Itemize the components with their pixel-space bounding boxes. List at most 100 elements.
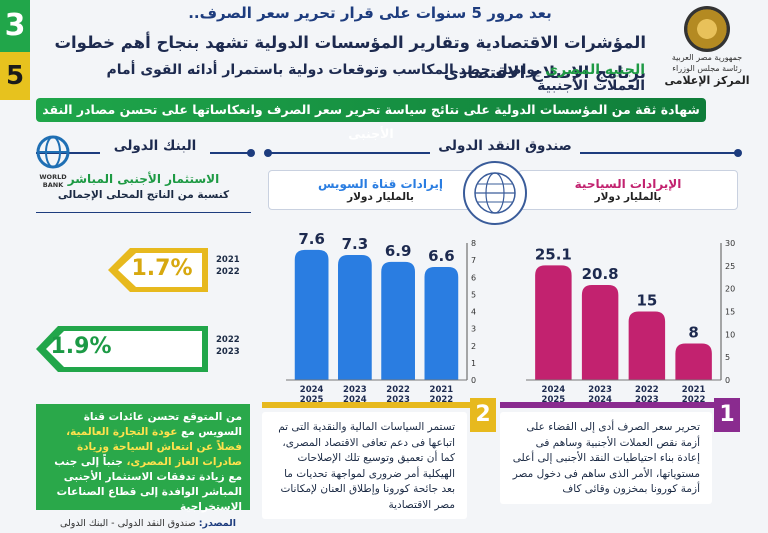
- y-tick-label: 6: [471, 273, 476, 282]
- subheadline: الجنيه المصرى يواصل حصد المكاسب وتوقعات …: [80, 62, 645, 94]
- box-2-text: تستمر السياسات المالية والنقدية التى تم …: [262, 412, 467, 519]
- imf-section-title: صندوق النقد الدولى: [430, 138, 580, 154]
- green-note-p1: من المتوقع تحسن عائدات قناة السويس مع: [83, 411, 242, 438]
- x-tick-label: 2022: [682, 395, 706, 405]
- box-2-number: 2: [470, 398, 496, 432]
- y-tick-label: 7: [471, 256, 476, 265]
- wb-divider: [36, 212, 251, 213]
- source-label: المصدر:: [198, 518, 236, 529]
- y-tick-label: 30: [725, 239, 735, 248]
- wb-section-title: البنك الدولى: [100, 138, 210, 154]
- x-tick-label: 2023: [386, 395, 410, 405]
- cabinet-logo: جمهورية مصر العربية رئاسة مجلس الوزراء ا…: [652, 6, 762, 94]
- bar: [675, 343, 712, 380]
- source-text: صندوق النقد الدولى - البنك الدولى: [59, 518, 199, 529]
- y-tick-label: 2: [471, 342, 476, 351]
- bar-value-label: 6.9: [385, 242, 412, 260]
- kicker-text: بعد مرور 5 سنوات على قرار تحرير سعر الصر…: [188, 4, 552, 22]
- green-note: من المتوقع تحسن عائدات قناة السويس مع عو…: [36, 404, 250, 513]
- box-2-frame: [262, 402, 492, 522]
- suez-chart: 0123456786.6202120226.9202220237.3202320…: [286, 230, 476, 405]
- wb-rule-dot: [247, 149, 255, 157]
- x-tick-label: 2022: [635, 385, 659, 395]
- wb-years-1: 2021 2022: [216, 254, 240, 278]
- imf-rule-dot-right: [734, 149, 742, 157]
- y-tick-label: 10: [725, 330, 735, 339]
- wb-value-1: 1.7%: [131, 256, 193, 281]
- x-tick-label: 2024: [588, 395, 612, 405]
- box-1-text: تحرير سعر الصرف أدى إلى القضاء على أزمة …: [500, 412, 712, 504]
- bar: [424, 266, 459, 380]
- wb-arrow-2: [36, 326, 208, 372]
- green-banner: شهادة ثقة من المؤسسات الدولية على نتائج …: [36, 98, 706, 141]
- y-tick-label: 25: [725, 262, 735, 271]
- x-tick-label: 2025: [300, 395, 324, 405]
- wb-year-1a: 2021: [216, 255, 240, 265]
- headline: المؤشرات الاقتصادية وتقارير المؤسسات الد…: [54, 33, 646, 82]
- wb-value-2: 1.9%: [50, 334, 112, 359]
- wb-year-1b: 2022: [216, 267, 240, 277]
- tourism-chart: 051015202530820212022152022202320.820232…: [526, 239, 735, 405]
- suez-title: إيرادات قناة السويس: [317, 177, 444, 191]
- imf-rule-dot-left: [264, 149, 272, 157]
- y-tick-label: 5: [725, 353, 730, 362]
- x-tick-label: 2025: [542, 395, 566, 405]
- imf-logo: [462, 160, 528, 226]
- subheadline-rest: يواصل حصد المكاسب وتوقعات دولية باستمرار…: [106, 62, 645, 94]
- y-tick-label: 1: [471, 359, 476, 368]
- bar: [581, 285, 619, 380]
- logo-line-3: المركز الإعلامى: [664, 74, 750, 87]
- source-line: المصدر: صندوق النقد الدولى - البنك الدول…: [36, 518, 236, 529]
- wb-indicator-title: الاستثمار الأجنبى المباشر: [67, 172, 220, 186]
- bar: [381, 261, 415, 380]
- green-note-p2: جنباً إلى جنب مع زيادة تدفقات الاستثمار …: [54, 456, 242, 513]
- tourism-header-box: الإيرادات السياحية بالمليار دولار: [518, 170, 738, 210]
- x-tick-label: 2024: [300, 385, 324, 395]
- bar-value-label: 7.3: [342, 235, 369, 253]
- suez-header-box: إيرادات قناة السويس بالمليار دولار: [268, 170, 493, 210]
- tourism-title: الإيرادات السياحية: [574, 177, 682, 191]
- x-tick-label: 2024: [542, 385, 566, 395]
- page-number-bottom: 5: [0, 52, 30, 100]
- wb-indicator: الاستثمار الأجنبى المباشر كنسبة من النات…: [36, 172, 251, 201]
- bar-value-label: 25.1: [535, 245, 572, 263]
- y-tick-label: 8: [471, 239, 476, 248]
- world-bank-logo: WORLD BANK: [30, 135, 76, 189]
- bar-value-label: 8: [688, 323, 698, 341]
- bar-value-label: 7.6: [298, 230, 325, 248]
- bar-value-label: 15: [636, 292, 657, 310]
- tourism-unit: بالمليار دولار: [594, 191, 662, 203]
- x-tick-label: 2023: [588, 385, 612, 395]
- x-tick-label: 2024: [343, 395, 367, 405]
- x-tick-label: 2023: [343, 385, 367, 395]
- green-note-highlight: عودة التجارة العالمية، فضلاً عن انتعاش ا…: [66, 426, 242, 468]
- bar-value-label: 6.6: [428, 247, 455, 265]
- bar: [338, 254, 372, 380]
- wb-indicator-subtitle: كنسبة من الناتج المحلى الإجمالى: [57, 189, 230, 201]
- bar: [535, 265, 572, 380]
- x-tick-label: 2023: [635, 395, 659, 405]
- x-tick-label: 2021: [682, 385, 706, 395]
- y-tick-label: 0: [471, 376, 476, 385]
- x-tick-label: 2021: [430, 385, 454, 395]
- eagle-emblem-icon: [684, 6, 730, 52]
- wb-years-2: 2022 2023: [216, 334, 240, 358]
- suez-unit: بالمليار دولار: [347, 191, 414, 203]
- bar-value-label: 20.8: [582, 265, 619, 283]
- box-1-number: 1: [714, 398, 740, 432]
- x-tick-label: 2022: [430, 395, 454, 405]
- x-tick-label: 2022: [386, 385, 410, 395]
- world-bank-logo-text: WORLD BANK: [39, 173, 67, 189]
- wb-year-2a: 2022: [216, 335, 240, 345]
- logo-line-2: رئاسة مجلس الوزراء: [672, 64, 742, 73]
- box-1-frame: [500, 402, 740, 522]
- wb-year-2b: 2023: [216, 347, 240, 357]
- y-tick-label: 0: [725, 376, 730, 385]
- bar: [628, 311, 666, 380]
- y-tick-label: 3: [471, 325, 476, 334]
- wb-arrow-1: [108, 248, 208, 292]
- imf-seal-icon: [463, 161, 527, 225]
- subheadline-highlight: الجنيه المصرى: [545, 62, 645, 78]
- bar: [294, 249, 329, 380]
- y-tick-label: 20: [725, 285, 735, 294]
